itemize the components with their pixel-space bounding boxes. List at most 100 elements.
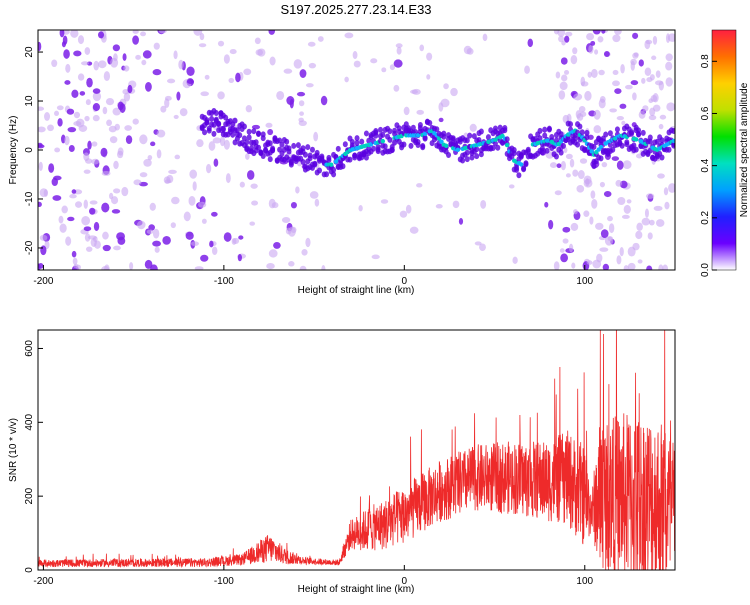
heatmap-cell [604,236,614,246]
heatmap-cell [638,110,646,119]
spectrogram-x-tick: -200 [33,265,54,287]
heatmap-cell [665,77,673,87]
snr-x-tick: -100 [214,565,234,587]
spectrogram-x-tick-label: -200 [33,276,53,287]
spectrogram-heatmap [38,30,675,270]
heatmap-cell [290,226,297,233]
ridge-cell [307,155,313,162]
colorbar-tick: 0.6 [700,106,717,120]
heatmap-cell [659,114,667,120]
heatmap-cell [56,105,64,111]
heatmap-cell [595,222,604,230]
ridge-cell [340,163,346,170]
heatmap-cell [562,238,569,244]
ridge-cell [317,167,323,174]
heatmap-cell [238,235,244,240]
ridge-cell [474,153,480,160]
ridge-cell [460,157,466,164]
heatmap-cell [276,90,285,101]
heatmap-cell [644,67,652,76]
ridge-cell [572,135,578,142]
heatmap-cell [80,61,89,66]
heatmap-cell [602,263,610,270]
heatmap-cell [178,59,184,70]
heatmap-cell [101,202,110,213]
heatmap-cell [84,115,90,122]
heatmap-cell [313,131,319,142]
ridge-cell [204,119,210,126]
heatmap-cell [176,91,181,101]
heatmap-cell [73,50,82,57]
heatmap-cell [113,188,121,194]
heatmap-cell [84,233,91,242]
ridge-cell [666,146,672,153]
heatmap-cell [480,200,487,209]
heatmap-cell [71,89,79,98]
heatmap-cell [139,134,148,145]
heatmap-cell [309,191,319,199]
heatmap-cell [657,173,665,179]
heatmap-cell [179,108,188,117]
heatmap-cell [298,117,304,123]
heatmap-cell [170,222,176,229]
heatmap-cell [229,49,237,55]
heatmap-cell [615,179,622,187]
heatmap-cell [190,241,199,247]
colorbar-tick-label: 0.4 [700,158,711,172]
ridge-cell [354,139,360,146]
heatmap-cell [560,160,566,171]
heatmap-cell [106,119,113,127]
heatmap-cell [668,183,675,193]
heatmap-cell [92,103,101,112]
heatmap-cell [572,169,579,177]
heatmap-cell [91,158,100,165]
heatmap-cell [146,229,154,235]
heatmap-cell [65,63,71,73]
heatmap-cell [611,156,620,161]
ridge-cell [286,148,292,155]
ridge-cell [607,130,613,137]
heatmap-cell [186,66,195,77]
heatmap-cell [601,161,608,168]
heatmap-cell [409,226,419,234]
heatmap-cell [89,207,96,215]
ridge-cell [284,138,290,145]
heatmap-cell [85,99,91,106]
heatmap-cell [616,115,625,121]
heatmap-cell [527,38,534,48]
colorbar-ticks: 0.0 0.2 0.4 0.6 0.8 [700,54,717,277]
heatmap-cell [232,237,240,244]
heatmap-cell [283,68,293,74]
ridge-cell [326,157,332,164]
heatmap-cell [646,77,653,83]
ridge-cell [490,145,496,152]
heatmap-cell [192,181,197,191]
ridge-cell [211,130,217,137]
heatmap-cell [101,266,110,270]
ridge-cell [352,152,358,159]
heatmap-cell [194,266,204,270]
heatmap-cell [40,245,47,256]
heatmap-cell [114,123,120,131]
ridge-cell [331,171,337,178]
heatmap-cell [344,76,349,83]
heatmap-cell [141,59,147,66]
heatmap-cell [573,93,583,101]
ridge-cell [375,148,381,155]
heatmap-cell [139,172,148,178]
heatmap-cell [474,241,482,246]
snr-series-line [38,330,675,570]
ridge-cell [422,134,428,141]
ridge-cell [373,127,379,134]
snr-x-tick: 0 [402,565,408,587]
heatmap-cell [293,59,303,69]
heatmap-cell [116,232,125,241]
ridge-cell [542,132,548,139]
heatmap-cell [204,74,210,80]
heatmap-cell [381,67,387,73]
heatmap-cell [39,234,48,241]
ridge-cell [216,127,222,134]
heatmap-cell [599,181,605,188]
ridge-cell [577,123,583,130]
heatmap-cell [395,43,403,48]
